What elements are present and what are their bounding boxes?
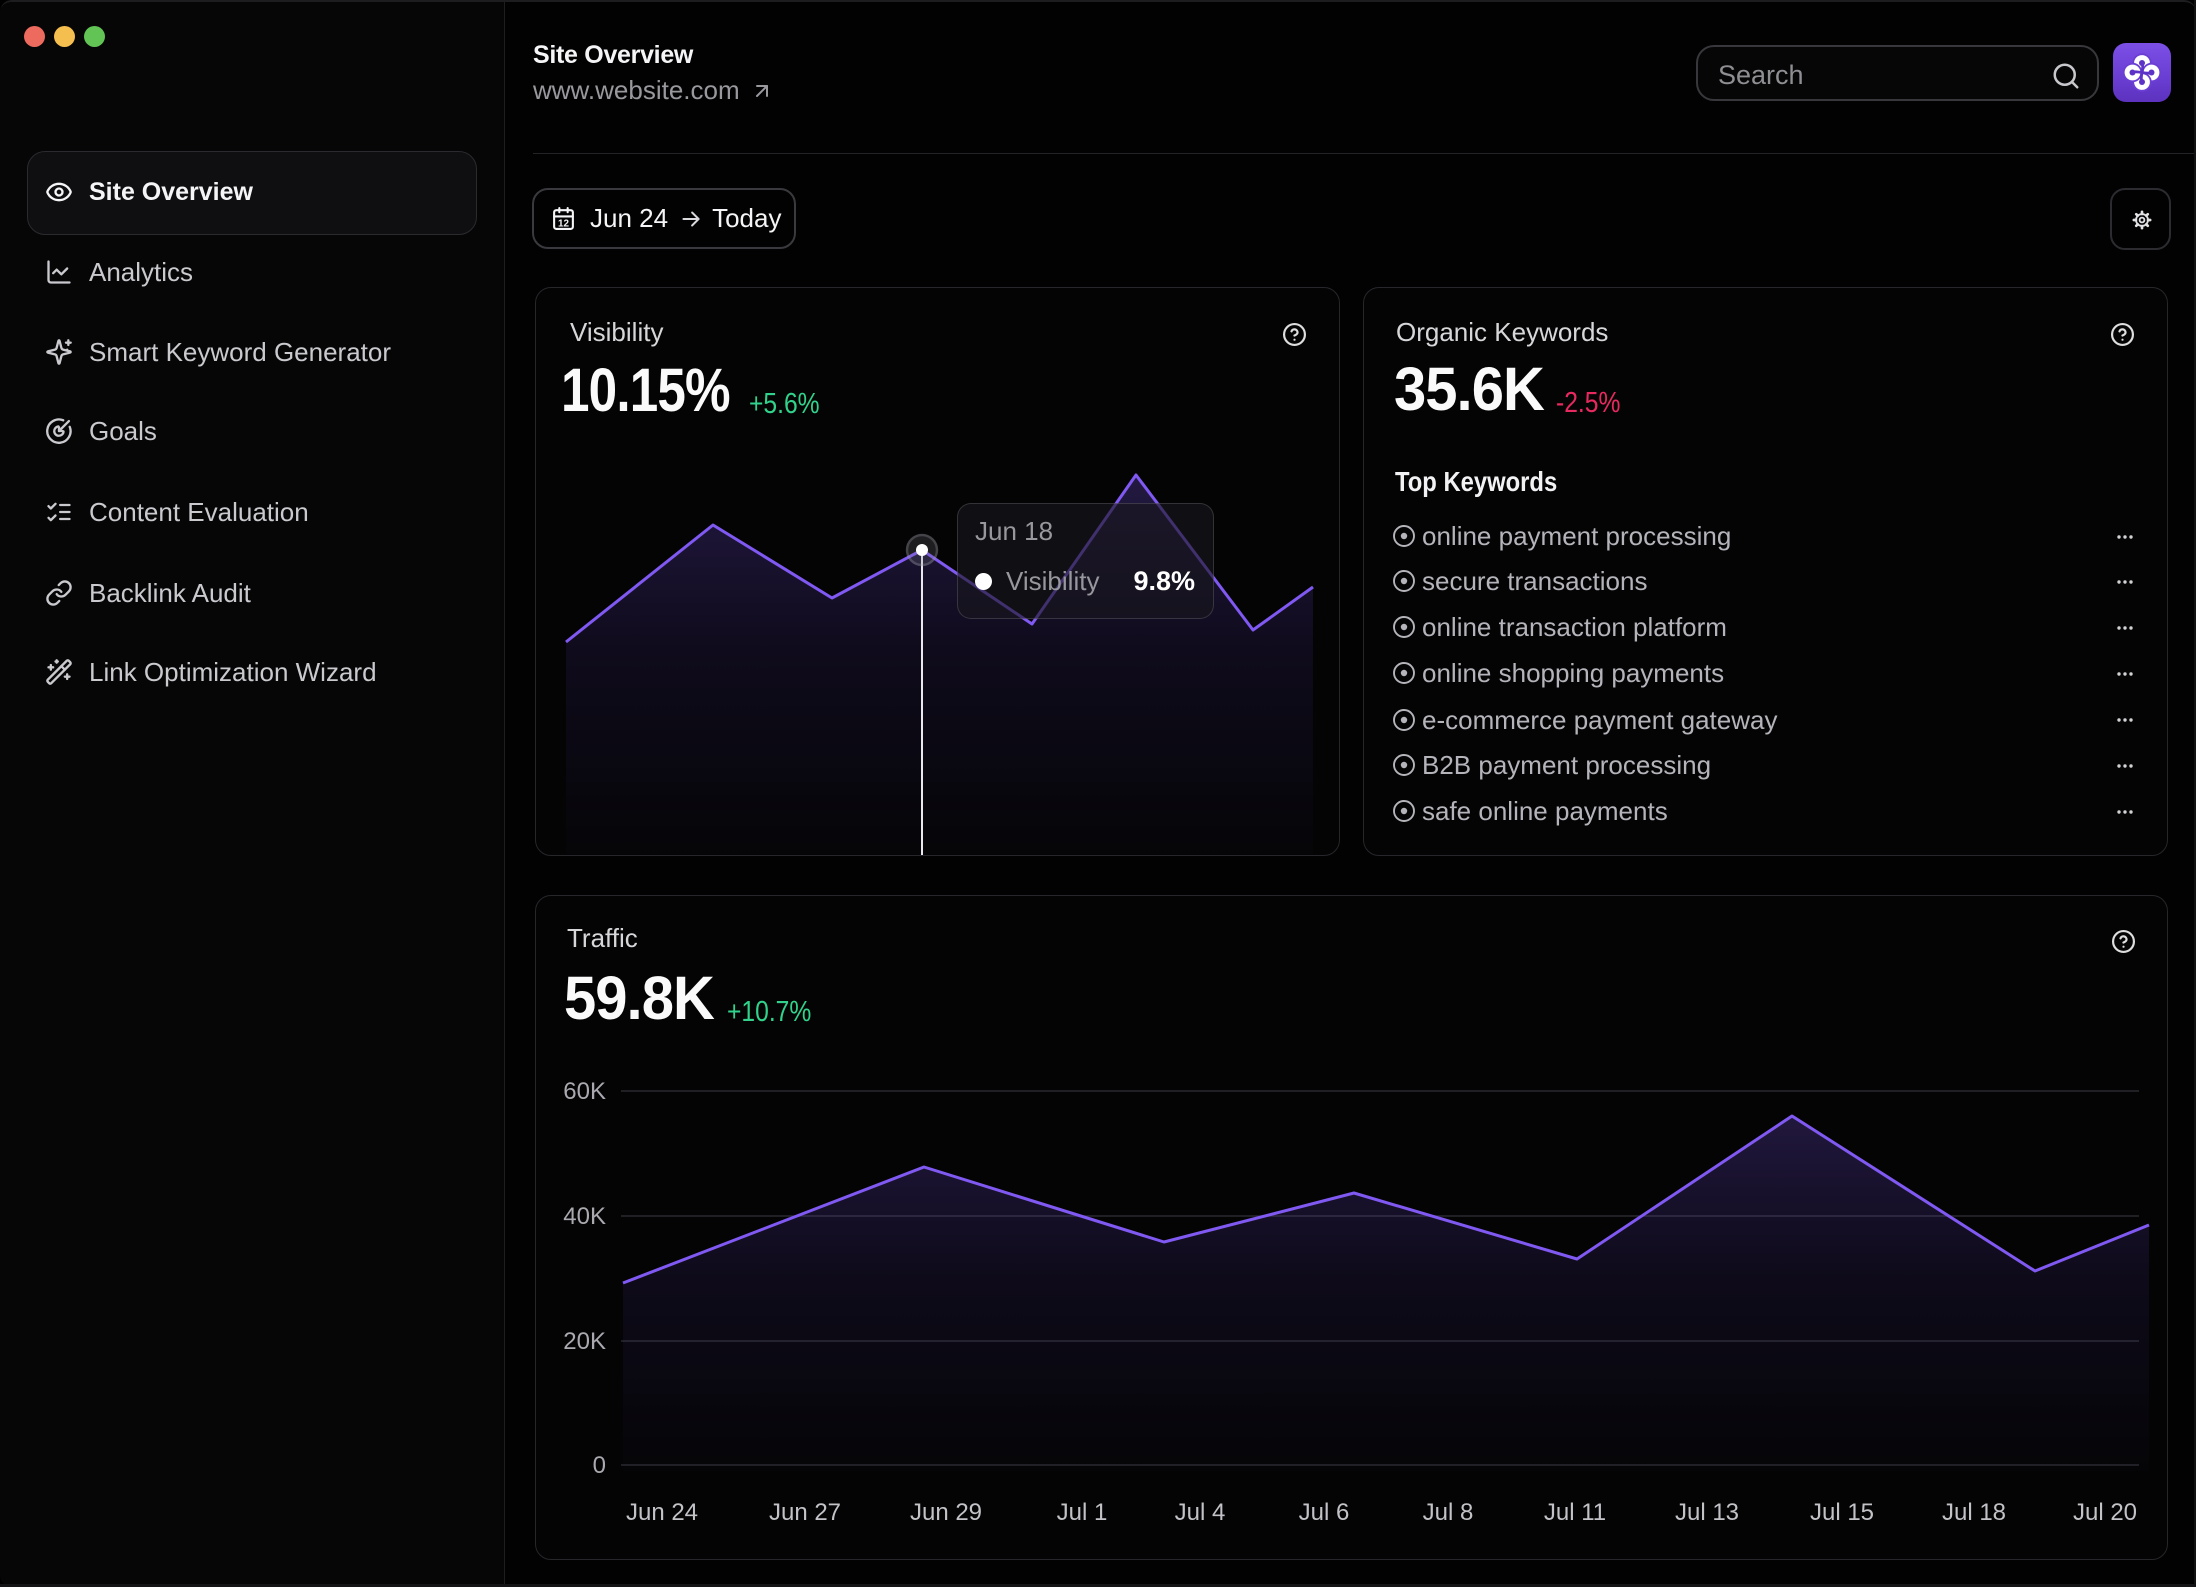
svg-text:12: 12: [558, 218, 569, 229]
